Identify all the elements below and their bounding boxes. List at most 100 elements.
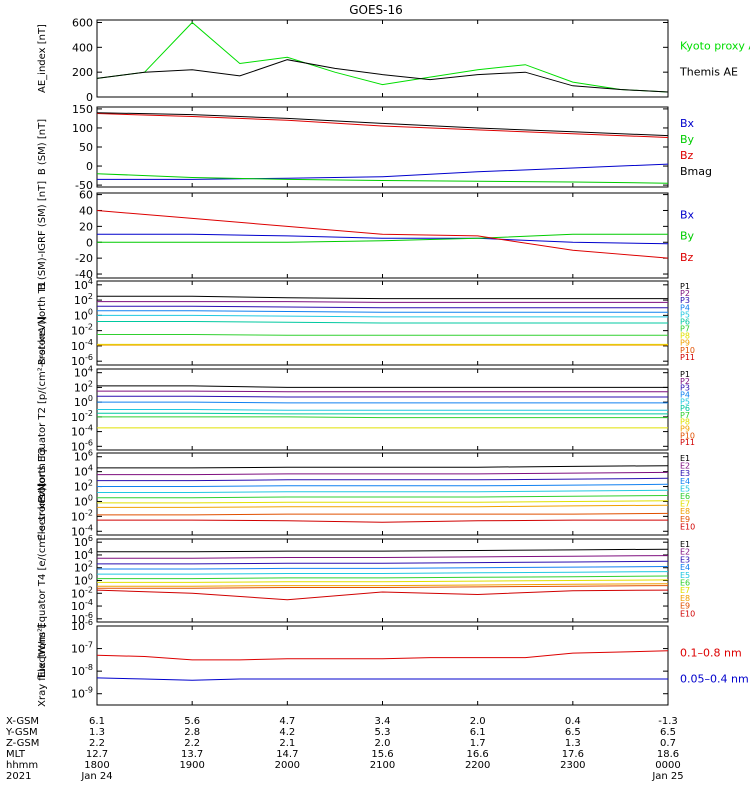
- y-tick-label: 10-2: [71, 508, 93, 523]
- legend-item: P9: [680, 425, 690, 434]
- series-P3: [97, 395, 668, 398]
- y-tick-label: 102: [74, 292, 93, 307]
- legend-item: Bx: [680, 117, 695, 130]
- y-axis-label: B (SM) [nT]: [37, 119, 48, 175]
- y-tick-label: -20: [75, 252, 93, 265]
- series-P3: [97, 305, 668, 309]
- series-E1: [97, 548, 669, 553]
- ephemeris-value: 17.6: [562, 749, 584, 760]
- y-tick-label: 102: [74, 560, 93, 575]
- ephemeris-value: 2.0: [470, 716, 486, 727]
- legend-item: P11: [680, 353, 695, 362]
- ephemeris-value: 15.6: [371, 749, 393, 760]
- y-tick-label: 10-9: [71, 686, 93, 701]
- ephemeris-value: 5.3: [375, 727, 391, 738]
- series-E1: [97, 465, 669, 469]
- plot-title: GOES-16: [349, 3, 403, 17]
- legend-item: P1: [680, 370, 690, 379]
- legend-item: Kyoto proxy AE: [680, 40, 750, 53]
- legend-item: P8: [680, 418, 690, 427]
- legend-item: E5: [680, 484, 690, 493]
- series-E3: [97, 477, 669, 482]
- ephemeris-value: 12.7: [86, 749, 108, 760]
- series-P5: [97, 314, 668, 318]
- y-tick-label: -50: [75, 179, 93, 192]
- legend-item: E6: [680, 579, 690, 588]
- ephemeris-value: 2.1: [279, 738, 295, 749]
- legend-item: E1: [680, 454, 690, 463]
- y-tick-label: 10-4: [71, 424, 93, 439]
- ephemeris-label: 2021: [6, 771, 31, 782]
- ephemeris-value: 1.3: [89, 727, 105, 738]
- ephemeris-value: 6.1: [89, 716, 105, 727]
- ephemeris-label: hhmm: [6, 760, 38, 771]
- ephemeris-value: 2200: [465, 760, 490, 771]
- series-P6: [97, 321, 668, 324]
- series-E6: [97, 495, 669, 499]
- panel-frame: [96, 106, 669, 188]
- y-tick-label: 10-7: [71, 641, 93, 656]
- y-tick-label: 104: [74, 464, 93, 479]
- legend-item: E4: [680, 477, 690, 486]
- y-tick-label: 10-4: [71, 598, 93, 613]
- ephemeris-value: 14.7: [276, 749, 298, 760]
- series-Bmag: [96, 112, 669, 137]
- series-Bz: [96, 210, 669, 259]
- y-axis-label: Electrons Equator T4 [e/(cm²-s-sr-keV)]: [37, 483, 48, 678]
- y-axis-label: AE_index [nT]: [37, 24, 48, 93]
- series-Bz: [96, 113, 669, 138]
- series-E5: [97, 571, 669, 575]
- ephemeris-value: 6.1: [470, 727, 486, 738]
- legend-item: E7: [680, 586, 690, 595]
- ephemeris-value: 1800: [84, 760, 109, 771]
- ephemeris-value: 5.6: [184, 716, 200, 727]
- legend-item: E4: [680, 563, 690, 572]
- ephemeris-value: 1.7: [470, 738, 486, 749]
- y-tick-label: 104: [74, 277, 93, 292]
- series-0.1–0.8 nm: [96, 650, 669, 661]
- series-E3: [97, 560, 669, 565]
- legend-item: Bmag: [680, 165, 712, 178]
- ephemeris-label: MLT: [6, 749, 26, 760]
- y-tick-label: 50: [79, 141, 93, 154]
- legend-item: P2: [680, 289, 690, 298]
- y-axis-label: Electrons North T3: [37, 447, 48, 540]
- ephemeris-value: 2100: [370, 760, 395, 771]
- y-tick-label: 102: [74, 379, 93, 394]
- panel-bsm: -50 0 50 100 150 B (SM) [nT] Bx By Bz Bmag: [37, 103, 712, 192]
- legend-item: E5: [680, 571, 690, 580]
- ephemeris-value: 2.8: [184, 727, 200, 738]
- ephemeris-value: 2300: [560, 760, 585, 771]
- y-tick-label: 10-2: [71, 323, 93, 338]
- y-tick-label: 10-6: [71, 353, 93, 368]
- series-E10: [96, 589, 669, 601]
- panel-frame: [96, 192, 669, 279]
- ephemeris-label: Z-GSM: [6, 738, 39, 749]
- legend-item: E3: [680, 555, 690, 564]
- ephemeris-value: 1.3: [565, 738, 581, 749]
- series-Kyoto proxy AE: [96, 21, 669, 93]
- y-tick-label: 40: [79, 204, 93, 217]
- legend-item: P11: [680, 438, 695, 447]
- legend-item: By: [680, 230, 695, 243]
- y-axis-label: Protons North T1: [37, 281, 48, 365]
- ephemeris-value: 1900: [179, 760, 204, 771]
- y-tick-label: 10-2: [71, 409, 93, 424]
- series-E8: [97, 504, 669, 508]
- ephemeris-value: 18.6: [657, 749, 679, 760]
- legend-item: Bz: [680, 149, 694, 162]
- series-P1: [97, 295, 668, 300]
- y-tick-label: 10-4: [71, 338, 93, 353]
- series-E7: [97, 579, 669, 583]
- legend-item: P5: [680, 397, 690, 406]
- y-tick-label: 100: [74, 394, 93, 409]
- ephemeris-value: 4.7: [279, 716, 295, 727]
- y-tick-label: 20: [79, 220, 93, 233]
- series-E10: [97, 519, 668, 523]
- series-E9: [97, 512, 669, 516]
- y-tick-label: 400: [72, 41, 93, 54]
